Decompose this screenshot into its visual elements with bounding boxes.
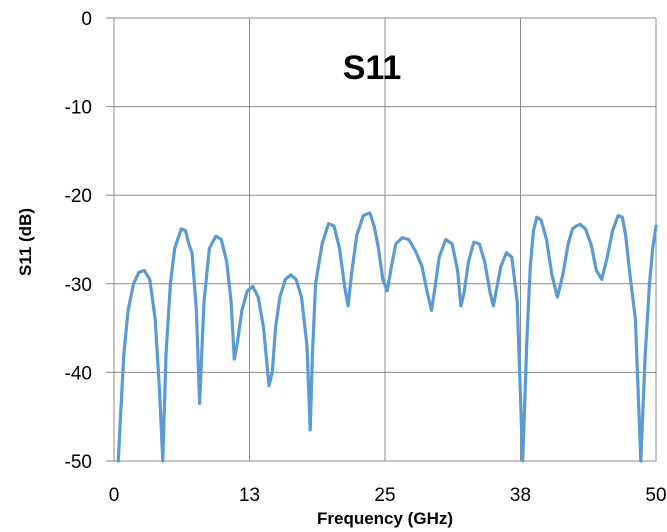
y-tick-label: -30: [65, 275, 92, 296]
plot-frame: [113, 17, 657, 462]
x-tick-label: 0: [109, 485, 120, 506]
x-axis-title: Frequency (GHz): [317, 509, 453, 528]
y-tick-label: -20: [65, 186, 92, 207]
x-tick-label: 38: [510, 485, 531, 506]
series-layer: [116, 211, 658, 463]
x-tick-label: 25: [374, 485, 395, 506]
y-axis-title: S11 (dB): [16, 208, 35, 276]
series-line: [116, 211, 658, 463]
x-tick-label: 50: [645, 485, 666, 506]
y-tick-label: -50: [65, 452, 92, 473]
y-tick-label: 0: [81, 9, 92, 30]
y-tick-label: -40: [65, 363, 92, 384]
chart-title: S11: [343, 49, 402, 87]
y-tick-label: -10: [65, 98, 92, 119]
x-tick-label: 13: [239, 485, 260, 506]
tick-labels: 0 -10 -20 -30 -40 -50 0 13 25 38 50: [65, 9, 667, 506]
